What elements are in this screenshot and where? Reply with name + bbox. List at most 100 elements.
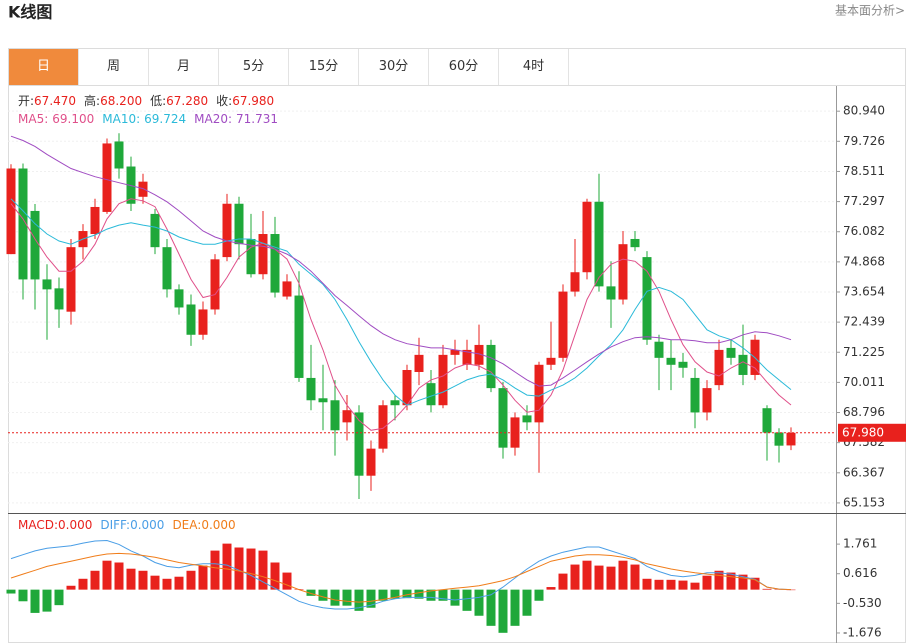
candle-body — [114, 141, 124, 169]
macd-bar — [318, 589, 328, 601]
macd-bar — [450, 589, 460, 606]
page-title: K线图 — [8, 3, 52, 22]
macd-bar — [726, 572, 736, 590]
candle-body — [498, 388, 508, 448]
macd-bar — [426, 589, 436, 601]
last-price-box — [838, 423, 906, 442]
y-tick-label: 1.761 — [843, 537, 877, 551]
tab[interactable]: 日 — [9, 49, 79, 85]
candle-body — [138, 181, 148, 197]
candle-body — [450, 349, 460, 355]
macd-bar — [474, 589, 484, 616]
legend-name: 高: — [84, 93, 100, 108]
legend-name: 低: — [150, 94, 166, 108]
candle-body — [378, 405, 388, 449]
candle-body — [30, 210, 40, 280]
tab[interactable]: 月 — [149, 49, 219, 85]
tab[interactable]: 5分 — [219, 49, 289, 85]
candle-body — [666, 357, 676, 365]
analysis-link[interactable]: 基本面分析> — [835, 4, 905, 18]
macd-bar — [462, 589, 472, 611]
legend-name: MA20: — [194, 112, 232, 126]
tab[interactable]: 60分 — [429, 49, 499, 85]
macd-bar — [570, 564, 580, 590]
macd-bar — [522, 589, 532, 616]
y-tick-label: 73.654 — [843, 284, 885, 298]
ma-line — [10, 135, 792, 387]
candle-body — [294, 295, 304, 378]
tab[interactable]: 周 — [79, 49, 149, 85]
macd-bar — [150, 575, 160, 590]
y-tick-label: 78.511 — [843, 164, 885, 178]
macd-bar — [282, 572, 292, 590]
macd-bar — [594, 565, 604, 590]
macd-bar — [534, 589, 544, 601]
macd-bar — [42, 589, 52, 612]
candle-body — [582, 201, 592, 273]
macd-bar — [78, 578, 88, 590]
candle-body — [162, 247, 172, 290]
y-tick-label: -1.676 — [843, 625, 882, 639]
candle-body — [534, 364, 544, 423]
candle-body — [678, 361, 688, 368]
y-tick-label: 77.297 — [843, 194, 885, 208]
candle-body — [18, 168, 28, 280]
macd-bar — [222, 543, 232, 590]
y-tick-label: 74.868 — [843, 254, 885, 268]
candle-body — [702, 388, 712, 413]
macd-bar — [786, 589, 796, 591]
macd-bar — [750, 577, 760, 590]
legend: 开:67.470 高:68.200 低:67.280 收:67.980 — [18, 93, 274, 108]
macd-bar — [654, 579, 664, 590]
macd-bar — [354, 589, 364, 611]
macd-bar — [582, 560, 592, 590]
macd-bar — [762, 588, 772, 590]
macd-bar — [90, 570, 100, 590]
candle-body — [258, 234, 268, 275]
macd-bar — [114, 562, 124, 590]
candle-body — [222, 203, 232, 258]
candle-body — [522, 415, 532, 423]
legend-name: 开: — [18, 94, 34, 108]
macd-bar — [210, 550, 220, 590]
macd-bar — [498, 589, 508, 633]
legend-value: 0.000 — [130, 518, 164, 532]
legend-value: 0.000 — [201, 518, 235, 532]
candle-body — [282, 281, 292, 297]
macd-bar — [342, 589, 352, 606]
y-tick-label: 72.439 — [843, 315, 885, 329]
candle-body — [198, 309, 208, 335]
y-tick-label: 68.796 — [843, 405, 885, 419]
tab[interactable]: 30分 — [359, 49, 429, 85]
candle-body — [786, 432, 796, 446]
candle-body — [102, 143, 112, 212]
macd-bar — [330, 589, 340, 606]
candle-body — [762, 408, 772, 433]
legend-name: DIFF: — [100, 518, 130, 532]
y-tick-label: 70.011 — [843, 375, 885, 389]
candle-body — [354, 412, 364, 476]
candle-body — [606, 286, 616, 300]
macd-bar — [258, 550, 268, 590]
candle-body — [414, 354, 424, 372]
macd-bar — [714, 570, 724, 590]
candle-body — [330, 400, 340, 431]
candle-body — [618, 244, 628, 300]
legend-value: 0.000 — [58, 518, 92, 532]
legend-name: MA5: — [18, 112, 48, 126]
candle-body — [426, 383, 436, 406]
legend: MACD:0.000 DIFF:0.000 DEA:0.000 — [18, 518, 236, 532]
tab[interactable]: 4时 — [499, 49, 569, 85]
candle-body — [270, 234, 280, 293]
candle-body — [174, 289, 184, 308]
last-price-label: 67.980 — [842, 425, 884, 439]
y-tick-label: 76.082 — [843, 224, 885, 238]
macd-bar — [162, 578, 172, 590]
tab[interactable]: 15分 — [289, 49, 359, 85]
y-tick-label: 0.616 — [843, 566, 877, 580]
candle-body — [6, 168, 16, 255]
tab-bar: 日周月 5分 15分 30分 60分 4时 — [9, 49, 569, 85]
macd-bar — [246, 548, 256, 590]
